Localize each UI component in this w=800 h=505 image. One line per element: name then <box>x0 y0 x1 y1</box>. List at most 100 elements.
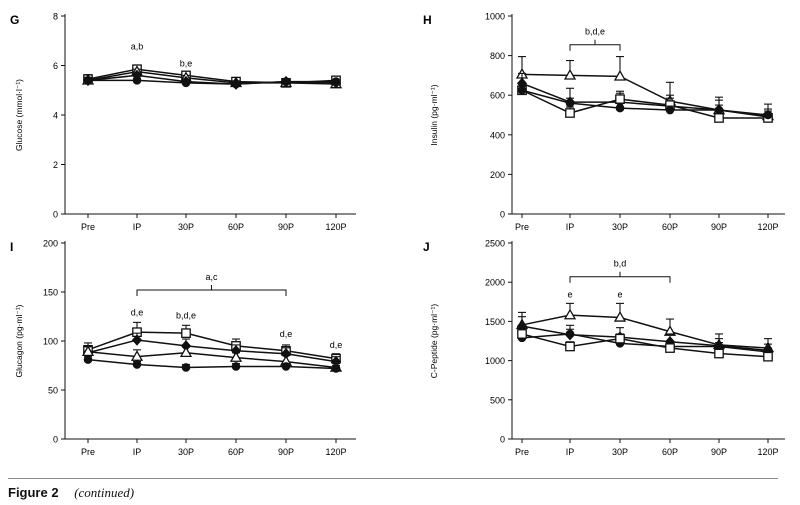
bracket-label: a,c <box>205 272 218 282</box>
y-tick-label: 0 <box>53 435 58 445</box>
y-tick-label: 1000 <box>485 12 505 22</box>
y-tick-label: 0 <box>500 210 505 220</box>
y-axis-label: Glucagon (pg·ml⁻¹) <box>14 304 24 377</box>
y-tick-label: 0 <box>53 210 58 220</box>
y-tick-label: 500 <box>490 395 505 405</box>
significance-label: e <box>567 289 572 299</box>
data-point <box>132 360 142 369</box>
series-line <box>87 70 337 85</box>
significance-bracket <box>569 44 621 51</box>
y-tick-label: 2500 <box>485 239 505 249</box>
series-diamond-filled <box>516 72 774 123</box>
figure-note: (continued) <box>74 485 135 500</box>
x-tick-label-pre: Pre <box>515 222 529 232</box>
data-point <box>563 68 577 80</box>
y-tick-label: 600 <box>490 91 505 101</box>
bracket-label: b,d <box>614 259 627 269</box>
data-point <box>229 351 243 362</box>
y-tick-label: 1500 <box>485 317 505 327</box>
x-tick-label-120p: 120P <box>325 222 346 232</box>
panel-j: J 0 500 1000 1500 2000 2500 C-Peptide (pg·ml⁻¹)… <box>423 239 785 457</box>
data-point <box>763 351 773 362</box>
data-point <box>714 105 724 115</box>
x-tick-label-pre: Pre <box>515 447 529 457</box>
y-tick-label: 150 <box>43 288 58 298</box>
x-tick-label-120p: 120P <box>757 447 778 457</box>
data-point <box>565 98 575 108</box>
series-line <box>521 314 769 349</box>
y-tick-label: 200 <box>43 239 58 249</box>
panel-h: H 0 200 400 600 800 1000 Insulin (pg·ml⁻¹) Pre IP… <box>423 12 785 232</box>
series-line <box>87 351 337 369</box>
data-point <box>563 308 577 320</box>
data-point <box>763 110 773 120</box>
data-point <box>565 341 575 352</box>
y-axis-label: C-Peptide (pg·ml⁻¹) <box>429 304 439 379</box>
data-point <box>615 333 625 344</box>
y-tick-label: 2000 <box>485 278 505 288</box>
y-tick-label: 400 <box>490 130 505 140</box>
significance-label: d,e <box>131 308 144 318</box>
data-point <box>615 94 625 105</box>
y-tick-label: 1000 <box>485 356 505 366</box>
x-tick-label-pre: Pre <box>81 447 95 457</box>
x-tick-label-60p: 60P <box>662 447 678 457</box>
x-tick-label-120p: 120P <box>325 447 346 457</box>
series-line <box>87 358 337 370</box>
series-circle-filled <box>517 85 773 120</box>
y-tick-label: 4 <box>53 111 58 121</box>
data-point <box>613 69 627 81</box>
data-point <box>331 364 341 373</box>
data-point <box>83 355 93 364</box>
x-tick-label-60p: 60P <box>662 222 678 232</box>
x-tick-label-60p: 60P <box>228 447 244 457</box>
x-tick-label-120p: 120P <box>757 222 778 232</box>
data-point <box>179 346 193 358</box>
significance-bracket <box>569 276 671 283</box>
series-line <box>521 333 769 353</box>
x-tick-label-ip: IP <box>566 447 575 457</box>
data-point <box>281 77 291 86</box>
series-line <box>521 89 769 116</box>
data-point <box>231 362 241 371</box>
significance-label: d,e <box>330 340 343 350</box>
significance-label: a,b <box>131 41 144 51</box>
data-point <box>131 334 143 346</box>
series-line <box>521 89 768 119</box>
x-tick-label-60p: 60P <box>228 222 244 232</box>
series-line <box>521 325 769 352</box>
data-point <box>231 79 241 89</box>
y-tick-label: 2 <box>53 160 58 170</box>
panel-h-letter: H <box>423 13 432 27</box>
series-line <box>87 331 337 360</box>
significance-label: b,d,e <box>176 310 196 320</box>
data-point <box>565 108 575 118</box>
panel-g-letter: G <box>10 13 19 27</box>
x-tick-label-30p: 30P <box>612 447 628 457</box>
series-square-open <box>517 328 773 362</box>
series-line <box>88 79 336 85</box>
data-point <box>714 113 724 123</box>
data-point <box>665 105 675 115</box>
significance-bracket <box>136 289 287 297</box>
x-tick-label-ip: IP <box>133 222 142 232</box>
y-tick-label: 0 <box>500 435 505 445</box>
x-tick-label-ip: IP <box>133 447 142 457</box>
x-tick-label-90p: 90P <box>711 222 727 232</box>
series-triangle-open <box>515 56 775 121</box>
significance-label: e <box>617 289 622 299</box>
x-tick-label-30p: 30P <box>178 447 194 457</box>
significance-label: d,e <box>280 329 293 339</box>
data-point <box>331 77 341 86</box>
data-point <box>281 362 291 371</box>
x-tick-label-90p: 90P <box>711 447 727 457</box>
panel-g: G 0 2 4 6 8 Glucose (mmol·l⁻¹) Pre IP 30P 60P 90P 12… <box>10 12 356 232</box>
data-point <box>132 76 142 85</box>
figure-label: Figure 2 <box>8 485 59 500</box>
data-point <box>714 348 724 359</box>
y-tick-label: 8 <box>53 12 58 22</box>
y-tick-label: 200 <box>490 170 505 180</box>
x-tick-label-pre: Pre <box>81 222 95 232</box>
figure-caption: Figure 2 (continued) <box>8 485 134 501</box>
